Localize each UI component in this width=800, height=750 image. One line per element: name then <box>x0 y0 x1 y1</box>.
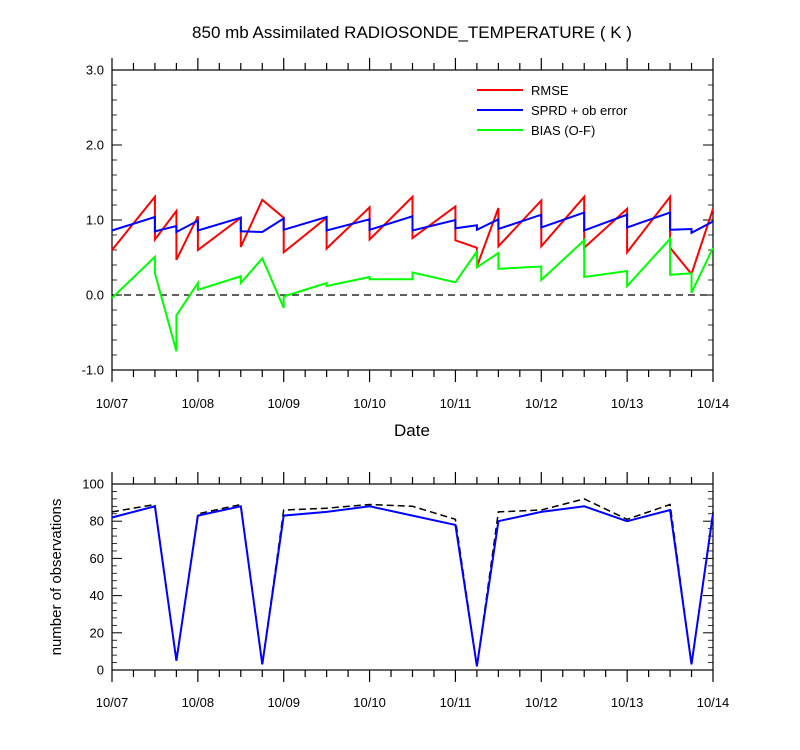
legend-label: RMSE <box>531 83 569 98</box>
x-tick-label: 10/08 <box>182 695 215 710</box>
x-tick-label: 10/12 <box>525 695 558 710</box>
chart-title: 850 mb Assimilated RADIOSONDE_TEMPERATUR… <box>192 23 632 42</box>
y-tick-label: 0 <box>97 663 104 678</box>
bottom-y-axis-label: number of observations <box>48 499 65 656</box>
x-tick-label: 10/10 <box>353 396 386 411</box>
y-tick-label: 20 <box>90 625 104 640</box>
top-chart: -1.0 0.0 1.0 2.0 3.0 10/07 10/08 10/09 10/10 10/1… <box>82 58 730 411</box>
x-tick-label: 10/14 <box>697 396 730 411</box>
y-tick-label: 100 <box>82 477 104 492</box>
x-tick-label: 10/08 <box>182 396 215 411</box>
y-tick-label: 60 <box>90 551 104 566</box>
y-tick-label: 40 <box>90 588 104 603</box>
legend-label: SPRD + ob error <box>531 103 628 118</box>
x-tick-label: 10/10 <box>353 695 386 710</box>
x-tick-label: 10/13 <box>611 695 644 710</box>
bottom-chart: 0 20 40 60 80 100 10/07 10/08 10/09 10/10 10/11 10/… <box>82 472 729 710</box>
x-tick-label: 10/14 <box>697 695 730 710</box>
series-line-rmse <box>111 193 714 277</box>
plot-frame <box>111 483 714 671</box>
series-line-total-observations <box>111 498 714 667</box>
series-line-assimilated-observations <box>111 505 714 667</box>
x-tick-label: 10/07 <box>96 396 129 411</box>
series-line-sprd-ob-error <box>111 211 714 235</box>
x-tick-label: 10/09 <box>267 695 300 710</box>
x-tick-label: 10/11 <box>440 396 472 411</box>
legend-label: BIAS (O-F) <box>531 123 595 138</box>
x-tick-label: 10/13 <box>611 396 644 411</box>
y-tick-label: -1.0 <box>82 363 104 378</box>
y-tick-label: 0.0 <box>86 288 104 303</box>
x-tick-label: 10/12 <box>525 396 558 411</box>
y-tick-label: 2.0 <box>86 138 104 153</box>
y-tick-label: 1.0 <box>86 213 104 228</box>
series-line-bias-o-f <box>111 236 714 352</box>
x-tick-label: 10/11 <box>440 695 472 710</box>
top-x-axis-label: Date <box>394 421 430 440</box>
x-tick-label: 10/09 <box>267 396 300 411</box>
y-tick-label: 3.0 <box>86 63 104 78</box>
y-tick-label: 80 <box>90 514 104 529</box>
x-tick-label: 10/07 <box>96 695 129 710</box>
